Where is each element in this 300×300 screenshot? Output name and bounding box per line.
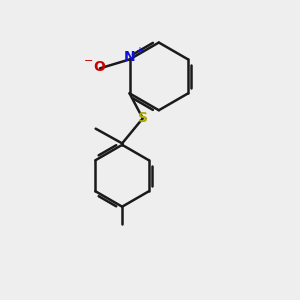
Text: O: O bbox=[94, 60, 105, 74]
Text: +: + bbox=[135, 46, 143, 56]
Text: S: S bbox=[138, 111, 148, 125]
Text: N: N bbox=[124, 50, 135, 64]
Text: −: − bbox=[84, 56, 94, 66]
